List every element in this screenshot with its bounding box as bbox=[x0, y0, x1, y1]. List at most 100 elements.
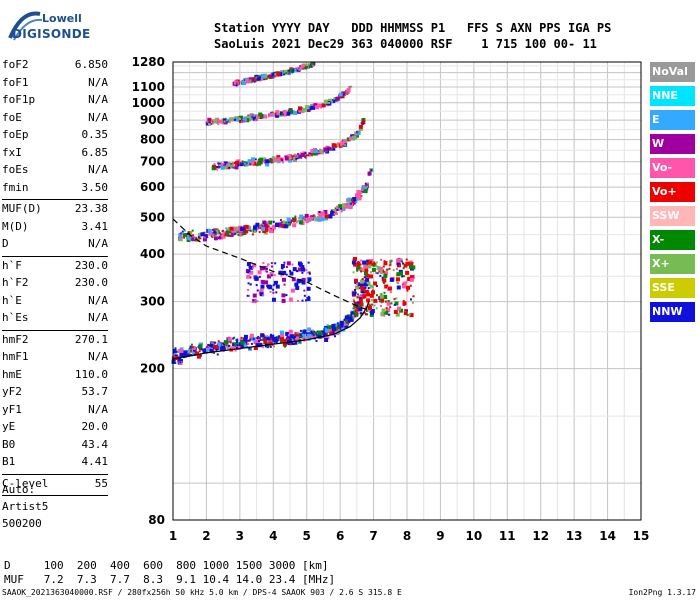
echo-point bbox=[247, 288, 250, 291]
echo-point bbox=[383, 273, 388, 278]
echo-point bbox=[356, 287, 359, 290]
echo-point bbox=[360, 286, 365, 291]
echo-point bbox=[263, 73, 268, 78]
echo-point bbox=[371, 303, 374, 306]
echo-point bbox=[287, 224, 290, 227]
echo-point bbox=[346, 321, 349, 324]
echo-point bbox=[363, 276, 366, 279]
echo-point bbox=[319, 105, 322, 108]
echo-point bbox=[229, 226, 234, 231]
echo-point bbox=[383, 314, 386, 317]
echo-point bbox=[205, 121, 210, 126]
echo-point bbox=[214, 341, 217, 344]
echo-point bbox=[281, 113, 284, 116]
logo-line-1: Lowell bbox=[42, 12, 82, 25]
echo-point bbox=[269, 290, 272, 293]
echo-point bbox=[177, 349, 182, 354]
echo-point bbox=[356, 131, 361, 136]
y-tick-label: 80 bbox=[148, 513, 165, 527]
echo-point bbox=[292, 267, 297, 272]
echo-point bbox=[289, 223, 292, 226]
echo-point bbox=[264, 280, 269, 285]
echo-point bbox=[371, 267, 376, 272]
echo-point bbox=[295, 269, 298, 272]
y-tick-label: 400 bbox=[140, 247, 165, 261]
x-tick-label: 10 bbox=[466, 529, 483, 543]
echo-point bbox=[188, 232, 191, 235]
echo-point bbox=[360, 289, 365, 294]
echo-point bbox=[303, 67, 306, 70]
echo-point bbox=[360, 123, 363, 126]
echo-point bbox=[331, 100, 334, 103]
echo-point bbox=[364, 289, 369, 294]
param-row: D N/A bbox=[2, 237, 112, 255]
echo-point bbox=[214, 233, 217, 236]
echo-point bbox=[347, 197, 352, 202]
echo-point bbox=[354, 193, 359, 198]
echo-point bbox=[180, 232, 183, 235]
echo-point bbox=[223, 161, 228, 166]
y-tick-label: 1100 bbox=[132, 80, 165, 94]
echo-point bbox=[343, 325, 346, 328]
echo-point bbox=[379, 294, 384, 299]
echo-point bbox=[378, 298, 381, 301]
echo-point bbox=[253, 80, 256, 83]
echo-point bbox=[364, 268, 369, 273]
y-tick-label: 200 bbox=[140, 362, 165, 376]
echo-point bbox=[359, 190, 362, 193]
echo-point bbox=[197, 235, 200, 238]
echo-point bbox=[283, 69, 288, 74]
echo-point bbox=[369, 310, 374, 315]
param-value: 4.41 bbox=[81, 455, 109, 468]
param-name: hmF1 bbox=[2, 350, 29, 363]
echo-point bbox=[250, 160, 255, 165]
echo-point bbox=[313, 334, 316, 337]
echo-point bbox=[292, 69, 295, 72]
echo-point bbox=[306, 296, 311, 301]
echo-point bbox=[356, 131, 359, 134]
param-name: B1 bbox=[2, 455, 16, 468]
echo-point bbox=[244, 224, 249, 229]
echo-point bbox=[328, 98, 333, 103]
x-tick-label: 13 bbox=[566, 529, 583, 543]
echo-point bbox=[261, 73, 266, 78]
echo-point bbox=[361, 120, 366, 125]
echo-point bbox=[359, 284, 364, 289]
echo-point bbox=[263, 115, 266, 118]
echo-point bbox=[253, 339, 258, 344]
echo-point bbox=[338, 92, 343, 97]
param-row: B0 43.4 bbox=[2, 438, 112, 456]
echo-point bbox=[309, 154, 312, 157]
echo-point bbox=[288, 297, 293, 302]
param-value: N/A bbox=[88, 293, 108, 307]
echo-point bbox=[335, 96, 340, 101]
echo-point bbox=[267, 75, 270, 78]
echo-point bbox=[291, 263, 294, 266]
echo-point bbox=[294, 69, 297, 72]
echo-point bbox=[300, 217, 303, 220]
echo-point bbox=[271, 297, 276, 302]
echo-point bbox=[267, 159, 272, 164]
x-tick-label: 11 bbox=[499, 529, 516, 543]
echo-point bbox=[271, 111, 274, 114]
echo-point bbox=[339, 320, 344, 325]
echo-point bbox=[279, 218, 282, 221]
echo-point bbox=[382, 270, 385, 273]
echo-point bbox=[359, 191, 362, 194]
echo-point bbox=[356, 269, 359, 272]
echo-point bbox=[378, 300, 381, 303]
echo-point bbox=[217, 342, 222, 347]
y-tick-labels: 80 200 300 400 500 600 700 800 900 1000 1100 1280 bbox=[132, 55, 165, 527]
echo-point bbox=[210, 122, 213, 125]
echo-point bbox=[252, 293, 257, 298]
legend-item: X- bbox=[650, 230, 695, 250]
echo-point bbox=[274, 73, 277, 76]
param-name: foEp bbox=[2, 128, 29, 141]
echo-point bbox=[208, 119, 211, 122]
echo-point bbox=[246, 339, 249, 342]
echo-point bbox=[398, 271, 403, 276]
echo-point bbox=[248, 270, 251, 273]
echo-point bbox=[258, 112, 263, 117]
echo-point bbox=[365, 273, 370, 278]
echo-point bbox=[280, 333, 285, 338]
